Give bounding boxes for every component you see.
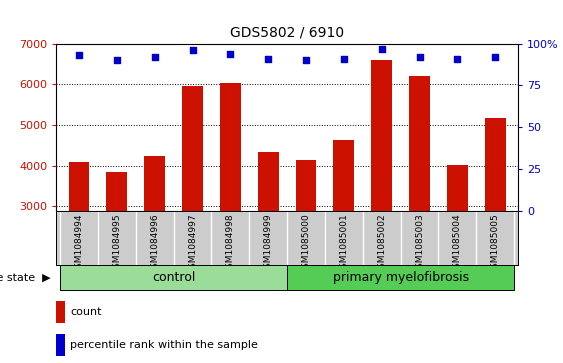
Text: GSM1085001: GSM1085001: [339, 213, 348, 274]
Text: disease state  ▶: disease state ▶: [0, 273, 51, 283]
Text: GSM1084998: GSM1084998: [226, 213, 235, 274]
Bar: [182, 86, 203, 329]
Title: GDS5802 / 6910: GDS5802 / 6910: [230, 26, 344, 40]
Bar: [60, 265, 287, 290]
Text: GSM1085003: GSM1085003: [415, 213, 424, 274]
Bar: [220, 83, 241, 329]
Bar: [447, 164, 468, 329]
Text: GSM1085000: GSM1085000: [302, 213, 311, 274]
Bar: [56, 334, 65, 356]
Point: [113, 57, 122, 63]
Bar: [56, 301, 65, 323]
Point: [302, 57, 311, 63]
Point: [263, 56, 272, 61]
Bar: [69, 162, 90, 329]
Point: [453, 56, 462, 61]
Text: GSM1085005: GSM1085005: [491, 213, 500, 274]
Bar: [485, 118, 506, 329]
Text: GSM1084996: GSM1084996: [150, 213, 159, 274]
Text: GSM1084997: GSM1084997: [188, 213, 197, 274]
Bar: [296, 160, 316, 329]
Text: percentile rank within the sample: percentile rank within the sample: [70, 340, 258, 350]
Bar: [106, 172, 127, 329]
Point: [226, 51, 235, 57]
Text: GSM1084994: GSM1084994: [74, 213, 83, 274]
Point: [188, 47, 197, 53]
Bar: [372, 60, 392, 329]
Text: GSM1085002: GSM1085002: [377, 213, 386, 274]
Bar: [258, 152, 279, 329]
Point: [150, 54, 159, 60]
Point: [415, 54, 424, 60]
Point: [74, 52, 83, 58]
Text: GSM1084999: GSM1084999: [263, 213, 272, 274]
Text: count: count: [70, 307, 102, 317]
Bar: [287, 265, 514, 290]
Bar: [333, 140, 354, 329]
Point: [377, 46, 386, 52]
Bar: [144, 156, 165, 329]
Text: primary myelofibrosis: primary myelofibrosis: [333, 271, 469, 284]
Point: [491, 54, 500, 60]
Text: GSM1084995: GSM1084995: [113, 213, 122, 274]
Bar: [409, 76, 430, 329]
Text: GSM1085004: GSM1085004: [453, 213, 462, 274]
Text: control: control: [152, 271, 195, 284]
Point: [339, 56, 348, 61]
